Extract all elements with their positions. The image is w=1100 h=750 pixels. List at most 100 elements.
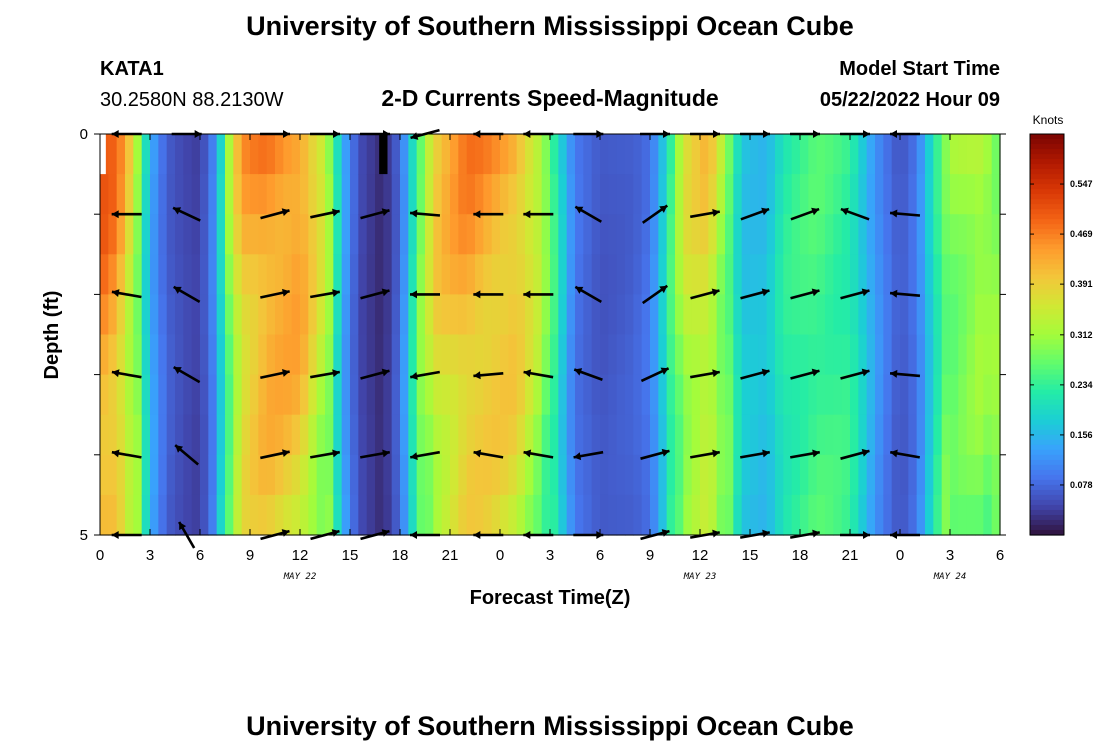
heatmap-cell: [925, 414, 934, 456]
heatmap-cell: [583, 374, 593, 416]
heatmap-cell: [975, 414, 984, 456]
heatmap-cell: [666, 454, 676, 496]
heatmap-cell: [408, 494, 418, 536]
heatmap-cell: [491, 254, 501, 295]
heatmap-cell: [208, 214, 218, 255]
heatmap-cell: [441, 134, 451, 175]
heatmap-cell: [933, 454, 943, 496]
heatmap-cell: [633, 254, 643, 295]
heatmap-cell: [116, 334, 126, 376]
heatmap-cell: [550, 454, 559, 496]
heatmap-cell: [350, 454, 359, 496]
heatmap-cell: [950, 214, 959, 255]
heatmap-cell: [500, 214, 509, 255]
vector-head: [712, 529, 720, 538]
colorbar-segment: [1030, 179, 1064, 185]
current-vector: [260, 288, 290, 299]
heatmap-cell: [300, 214, 309, 255]
heatmap-cell: [841, 494, 851, 536]
heatmap-cell: [366, 254, 376, 295]
heatmap-cell: [966, 214, 976, 255]
heatmap-cell: [783, 374, 793, 416]
heatmap-cell: [325, 254, 334, 295]
heatmap-cell: [800, 174, 809, 215]
heatmap-cell: [233, 374, 243, 416]
heatmap-cell: [916, 254, 926, 295]
x-tick-label: 9: [646, 547, 654, 564]
heatmap-cell: [941, 254, 951, 295]
heatmap-cell: [600, 254, 609, 295]
vector-head: [812, 529, 820, 538]
heatmap-cell: [750, 454, 759, 496]
heatmap-cell: [833, 214, 843, 255]
heatmap-cell: [658, 334, 668, 376]
heatmap-cell: [750, 334, 759, 376]
heatmap-cell: [975, 254, 984, 295]
heatmap-cell: [958, 134, 968, 175]
colorbar-segment: [1030, 509, 1064, 516]
heatmap-cell: [225, 174, 234, 215]
current-vector: [840, 448, 870, 460]
heatmap-cell: [691, 374, 701, 416]
x-tick-label: 21: [842, 547, 859, 564]
heatmap-cell: [900, 454, 909, 496]
heatmap-cell: [766, 334, 776, 376]
heatmap-cell: [466, 294, 476, 336]
heatmap-cell: [758, 374, 768, 416]
heatmap-cell: [391, 214, 401, 255]
heatmap-cell: [933, 334, 943, 376]
heatmap-cell: [875, 134, 884, 175]
heatmap-cell: [158, 214, 168, 255]
heatmap-cell: [133, 134, 143, 175]
heatmap-cell: [216, 454, 226, 496]
heatmap-cell: [383, 254, 393, 295]
heatmap-cell: [875, 334, 884, 376]
heatmap-cell: [791, 414, 801, 456]
heatmap-cell: [925, 174, 934, 215]
heatmap-cell: [300, 414, 309, 456]
heatmap-cell: [158, 294, 168, 336]
heatmap-cell: [141, 174, 151, 215]
heatmap-cell: [283, 454, 293, 496]
x-tick-label: 3: [546, 547, 554, 564]
heatmap-cell: [883, 254, 893, 295]
heatmap-cell: [325, 454, 334, 496]
heatmap-cell: [816, 134, 826, 175]
vector-head: [712, 369, 720, 378]
current-vector: [409, 209, 441, 218]
current-vector: [641, 284, 669, 305]
heatmap-cell: [525, 134, 534, 175]
heatmap-cell: [591, 454, 601, 496]
heatmap-cell: [958, 254, 968, 295]
heatmap-cell: [191, 254, 201, 295]
heatmap-cell: [883, 214, 893, 255]
heatmap-cell: [225, 494, 234, 536]
heatmap-cell: [183, 494, 193, 536]
heatmap-cell: [466, 174, 476, 215]
heatmap-cell: [241, 294, 251, 336]
heatmap-cell: [716, 334, 726, 376]
heatmap-cell: [425, 414, 434, 456]
colorbar-segment: [1030, 479, 1064, 486]
heatmap-cell: [891, 134, 901, 175]
current-vector: [740, 368, 770, 380]
current-vector: [410, 370, 440, 380]
station-coords: 30.2580N 88.2130W: [100, 89, 284, 111]
vector-head: [660, 367, 669, 375]
heatmap-cell: [425, 374, 434, 416]
heatmap-cell: [666, 494, 676, 536]
heatmap-cell: [416, 294, 426, 336]
heatmap-cell: [458, 294, 468, 336]
heatmap-cell: [391, 294, 401, 336]
heatmap-cell: [191, 294, 201, 336]
heatmap-cell: [850, 254, 859, 295]
heatmap-cell: [983, 134, 993, 175]
heatmap-cell: [550, 174, 559, 215]
heatmap-cell: [266, 254, 276, 295]
x-tick-label: 9: [246, 547, 254, 564]
colorbar-segment: [1030, 219, 1064, 225]
heatmap-cell: [825, 174, 834, 215]
heatmap-cell: [150, 454, 159, 496]
heatmap-cell: [741, 494, 751, 536]
heatmap-cell: [541, 174, 551, 215]
